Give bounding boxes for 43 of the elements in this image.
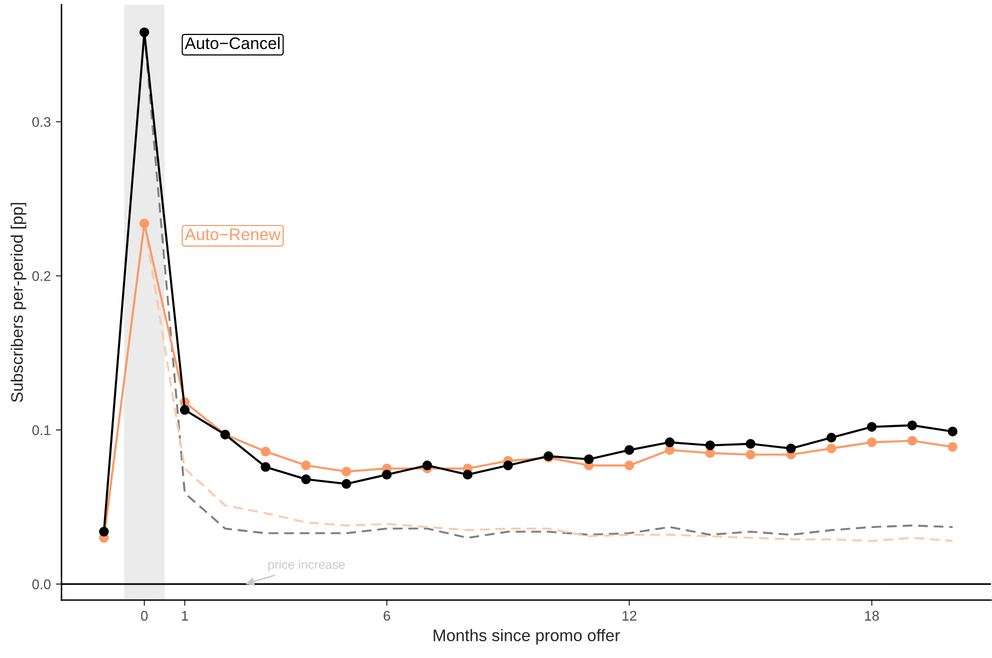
point xyxy=(826,432,836,443)
point xyxy=(342,479,352,489)
point xyxy=(382,470,392,480)
point xyxy=(99,526,109,537)
point xyxy=(907,436,918,446)
x-tick-label: 0 xyxy=(141,610,148,621)
point xyxy=(705,440,715,450)
point xyxy=(866,437,877,448)
point xyxy=(503,460,513,470)
point xyxy=(746,450,756,460)
text: Auto−Cancel xyxy=(184,36,280,50)
point xyxy=(180,405,190,415)
x-tick-label: 12 xyxy=(622,610,636,621)
point xyxy=(866,422,877,432)
point xyxy=(422,460,432,470)
point xyxy=(139,27,150,38)
point xyxy=(664,437,675,448)
y-tick-label: 0.0 xyxy=(32,579,51,590)
point xyxy=(948,442,958,452)
point xyxy=(826,444,836,454)
x-tick-label: 6 xyxy=(384,610,390,621)
y-tick-label: 0.2 xyxy=(32,271,50,282)
point xyxy=(948,426,958,436)
point xyxy=(462,470,473,480)
x-axis-title: Months since promo offer xyxy=(434,629,620,645)
x-tick-label: 18 xyxy=(865,610,879,621)
point xyxy=(786,444,796,454)
point xyxy=(746,438,756,449)
y-tick-label: 0.3 xyxy=(32,117,50,127)
point xyxy=(139,218,150,228)
point xyxy=(301,460,311,470)
point xyxy=(260,446,270,456)
point xyxy=(907,420,918,430)
point xyxy=(342,466,352,476)
point xyxy=(584,454,594,464)
x-tick-label: 1 xyxy=(182,611,188,621)
point xyxy=(624,445,634,455)
point xyxy=(301,474,311,484)
point xyxy=(624,460,634,470)
text: Auto−Renew xyxy=(184,228,281,240)
y-axis-title: Subscribers per-period [pp] xyxy=(10,203,26,402)
y-tick-label: 0.1 xyxy=(32,425,50,436)
point xyxy=(260,462,270,472)
